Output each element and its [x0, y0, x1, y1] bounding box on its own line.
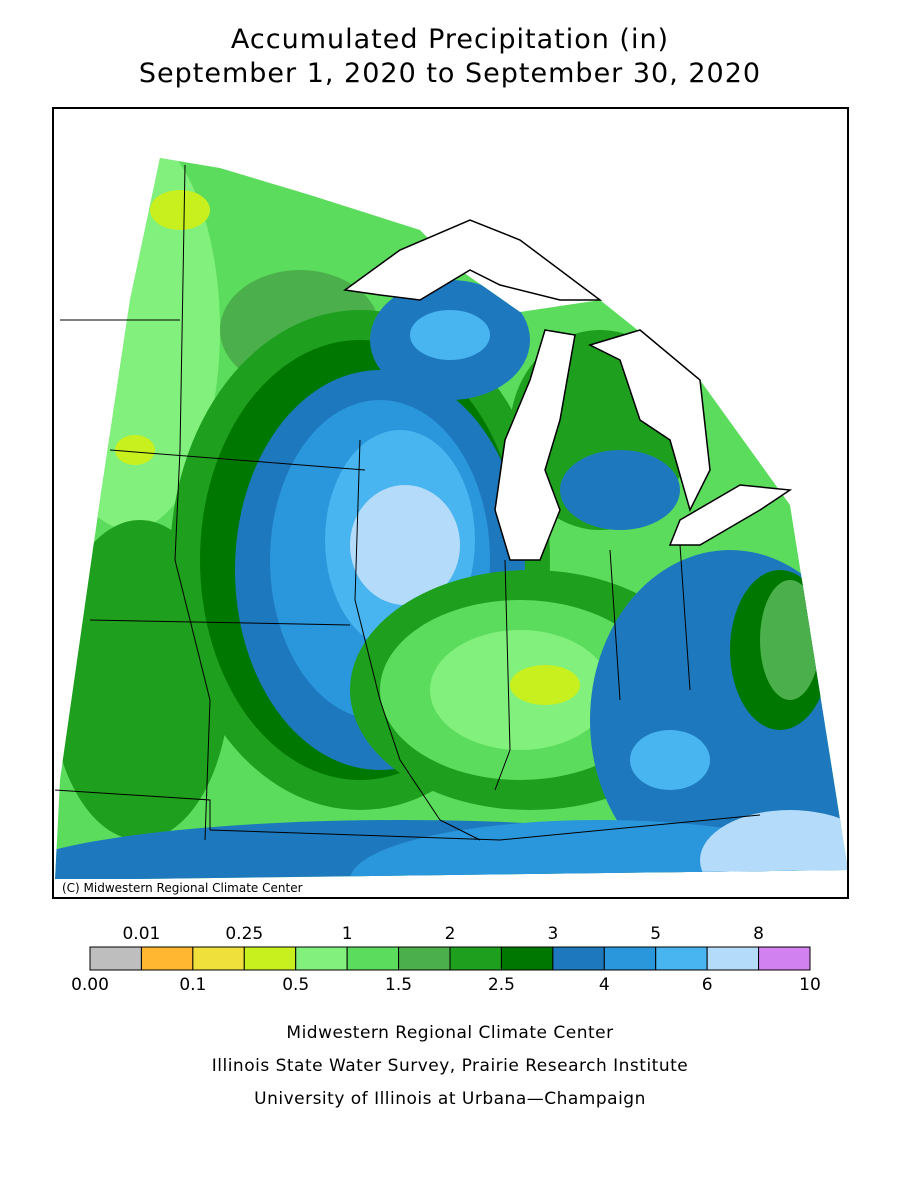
credit: University of Illinois at Urbana—Champai…: [254, 1089, 646, 1109]
map-frame: [52, 107, 849, 899]
copyright-box: [55, 879, 338, 897]
state-borders: [54, 164, 761, 841]
legend-swatch: [758, 946, 811, 971]
credit: Illinois State Water Survey, Prairie Res…: [212, 1056, 688, 1076]
legend-label: 3: [547, 924, 558, 944]
great-lakes: [343, 219, 793, 561]
legend-swatch: [603, 946, 657, 971]
legend-label: 2.5: [488, 975, 515, 995]
legend: 0.00 0.01 0.1 0.25 0.5 1 1.5 2 2.5 3 4 5 6 8 10: [71, 924, 821, 995]
legend-swatch: [655, 946, 708, 971]
legend-label: 0.01: [122, 924, 160, 944]
legend-label: 2: [445, 924, 456, 944]
legend-swatch: [552, 946, 605, 971]
legend-label: 6: [702, 975, 713, 995]
legend-swatch: [398, 946, 451, 971]
legend-label: 0.1: [179, 975, 206, 995]
legend-swatch: [706, 946, 760, 971]
legend-swatch: [346, 946, 400, 971]
legend-label: 1.5: [385, 975, 412, 995]
legend-label: 1: [342, 924, 353, 944]
legend-label: 0.5: [282, 975, 309, 995]
map: (C) Midwestern Regional Climate Center: [52, 107, 849, 899]
title: Accumulated Precipitation (in): [231, 24, 669, 55]
legend-swatch: [140, 946, 194, 971]
legend-label: 0.00: [71, 975, 109, 995]
legend-label: 5: [650, 924, 661, 944]
credit: Midwestern Regional Climate Center: [286, 1023, 613, 1043]
legend-label: 0.25: [225, 924, 263, 944]
legend-swatch: [192, 946, 245, 971]
legend-swatch: [243, 946, 297, 971]
legend-swatch: [449, 946, 502, 971]
subtitle: September 1, 2020 to September 30, 2020: [139, 58, 761, 89]
legend-label: 8: [753, 924, 764, 944]
legend-swatch: [500, 946, 554, 971]
legend-swatch: [295, 946, 348, 971]
legend-label: 10: [799, 975, 821, 995]
legend-swatch: [89, 946, 142, 971]
copyright: (C) Midwestern Regional Climate Center: [62, 881, 303, 895]
legend-label: 4: [599, 975, 610, 995]
